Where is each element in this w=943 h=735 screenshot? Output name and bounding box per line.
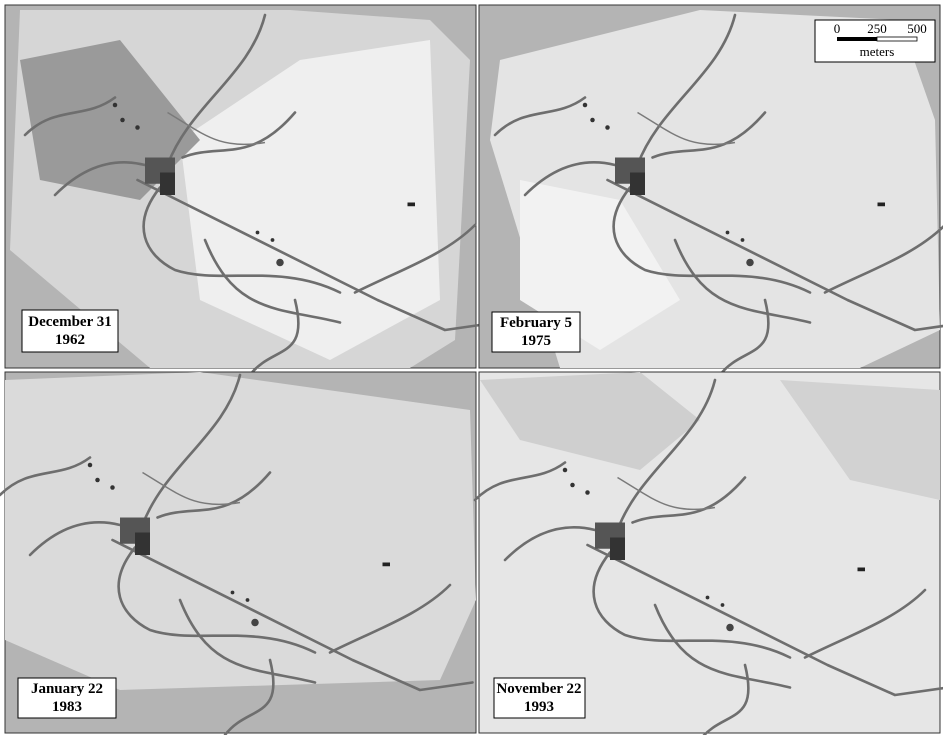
panel-date: November 22 — [496, 681, 581, 697]
map-panel: December 31 1962 — [4, 4, 499, 389]
scale-tick: 250 — [867, 21, 887, 36]
panel-year: 1983 — [52, 699, 82, 715]
panel-year: 1962 — [55, 332, 85, 348]
panel-date: February 5 — [500, 315, 572, 331]
map-panel: November 22 1993 — [473, 371, 943, 735]
panel-year: 1975 — [521, 333, 551, 349]
scale-tick: 0 — [834, 21, 841, 36]
scale-unit: meters — [860, 44, 895, 59]
panel-date: January 22 — [31, 681, 103, 697]
panel-year: 1993 — [524, 699, 554, 715]
map-panel: February 5 1975 0 250 500 meters — [478, 4, 943, 389]
scale-tick: 500 — [907, 21, 927, 36]
panel-date: December 31 — [28, 314, 111, 330]
map-panel: January 22 1983 — [0, 371, 477, 735]
